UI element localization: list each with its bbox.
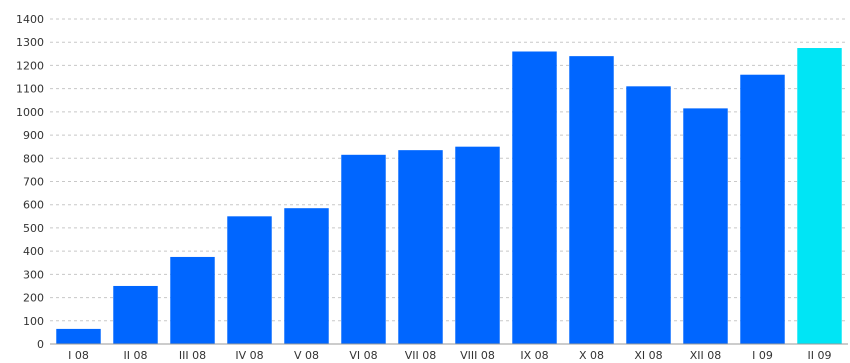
bar-i-09 [740, 74, 785, 344]
y-tick-label: 0 [37, 338, 44, 351]
x-tick-label: X 08 [579, 349, 604, 362]
y-tick-label: 400 [23, 245, 44, 258]
y-tick-label: 1400 [16, 13, 44, 26]
x-tick-label: II 08 [124, 349, 148, 362]
y-tick-label: 1200 [16, 59, 44, 72]
x-tick-label: VII 08 [405, 349, 437, 362]
x-tick-label: I 09 [752, 349, 773, 362]
bar-ii-08 [113, 285, 158, 344]
y-tick-label: 200 [23, 292, 44, 305]
bar-iii-08 [170, 256, 215, 344]
x-tick-label: VI 08 [349, 349, 377, 362]
bars [56, 48, 842, 345]
x-tick-label: II 09 [808, 349, 832, 362]
x-tick-label: I 08 [68, 349, 89, 362]
bar-i-08 [56, 328, 101, 344]
y-tick-label: 900 [23, 129, 44, 142]
bar-xii-08 [683, 108, 728, 344]
x-axis-tick-labels: I 08 II 08 III 08 IV 08 V 08 VI 08 VII 08 VIII … [68, 349, 831, 362]
y-axis-tick-labels: 0 100 200 300 400 500 600 700 800 900 1000 1100 1200… [16, 13, 44, 351]
y-tick-label: 1100 [16, 83, 44, 96]
bar-iv-08 [227, 216, 272, 344]
y-tick-label: 700 [23, 176, 44, 189]
x-tick-label: III 08 [179, 349, 206, 362]
bar-v-08 [284, 208, 329, 344]
y-tick-label: 500 [23, 222, 44, 235]
y-tick-label: 600 [23, 199, 44, 212]
x-tick-label: VIII 08 [460, 349, 495, 362]
bar-vi-08 [341, 154, 386, 344]
x-tick-label: IX 08 [520, 349, 548, 362]
y-tick-label: 100 [23, 315, 44, 328]
y-tick-label: 800 [23, 152, 44, 165]
y-tick-label: 1300 [16, 36, 44, 49]
grid-lines [50, 18, 848, 322]
bar-ii-09 [797, 48, 842, 345]
bar-xi-08 [626, 86, 671, 345]
bar-vii-08 [398, 150, 443, 344]
bar-viii-08 [455, 146, 500, 344]
x-tick-label: XI 08 [634, 349, 662, 362]
y-tick-label: 300 [23, 268, 44, 281]
x-tick-label: V 08 [294, 349, 319, 362]
x-tick-label: XII 08 [690, 349, 722, 362]
x-tick-label: IV 08 [235, 349, 263, 362]
bar-ix-08 [512, 51, 557, 344]
y-tick-label: 1000 [16, 106, 44, 119]
bar-x-08 [569, 56, 614, 345]
